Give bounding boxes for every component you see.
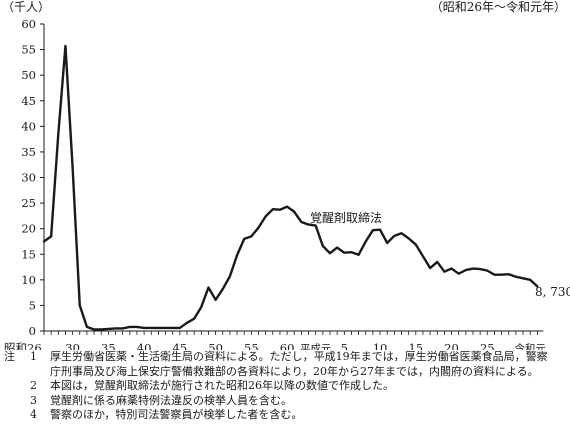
line-chart: （千人） （昭和26年～令和元年） 0510152025303540455055…	[2, 0, 570, 350]
note-head: 注	[4, 350, 15, 363]
y-tick-label: 10	[21, 273, 36, 287]
series-label: 覚醒剤取締法	[310, 210, 382, 225]
x-tick-label: 10	[373, 341, 388, 350]
note-number: 1	[30, 350, 37, 363]
x-tick-label: 45	[173, 341, 188, 350]
note-line: 4 警察のほか，特別司法警察員が検挙した者を含む。	[4, 408, 566, 423]
note-line: 3 覚醒剤に係る麻薬特例法違反の検挙人員を含む。	[4, 394, 566, 409]
series-line-stimulants	[42, 44, 539, 331]
x-tick-label: 35	[101, 341, 116, 350]
x-tick-label: 55	[244, 341, 259, 350]
note-text: 警察のほか，特別司法警察員が検挙した者を含む。	[50, 408, 303, 422]
notes: 注 1 厚生労働省医薬・生活衛生局の資料による。ただし，平成19年までは，厚生労働省…	[4, 350, 566, 423]
note-text: 厚生労働省医薬・生活衛生局の資料による。ただし，平成19年までは，厚生労働省医薬…	[50, 350, 548, 363]
note-text: 覚醒剤に係る麻薬特例法違反の検挙人員を含む。	[50, 393, 292, 407]
y-tick-label: 20	[21, 222, 36, 236]
y-tick-label: 30	[21, 171, 36, 185]
y-tick-label: 60	[21, 17, 36, 31]
y-tick-label: 55	[21, 43, 36, 57]
y-tick-label: 35	[21, 145, 36, 159]
note-line: 庁刑事局及び海上保安庁警備救難部の各資料により，20年から27年までは，内閣府の…	[4, 365, 566, 380]
x-axis-ticks: 昭和26 30 35 40 45 50 55 60 平成元 5 10 15 20 25 令和元	[4, 331, 546, 350]
x-tick-label: 50	[208, 341, 223, 350]
x-tick-label: 令和元	[514, 342, 546, 350]
x-tick-label: 40	[137, 341, 152, 350]
note-line: 注 1 厚生労働省医薬・生活衛生局の資料による。ただし，平成19年までは，厚生労働省…	[4, 350, 566, 365]
note-text: 庁刑事局及び海上保安庁警備救難部の各資料により，20年から27年までは，内閣府の…	[50, 364, 539, 378]
note-head	[4, 365, 30, 380]
period-label: （昭和26年～令和元年）	[431, 0, 566, 14]
note-number	[30, 365, 50, 380]
x-tick-label: 昭和26	[4, 341, 42, 350]
note-head	[4, 408, 30, 423]
y-tick-label: 15	[21, 247, 36, 261]
x-tick-label: 平成元	[300, 343, 332, 350]
axes	[43, 24, 544, 332]
note-line: 2 本図は，覚醒剤取締法が施行された昭和26年以降の数値で作成した。	[4, 379, 566, 394]
note-number: 4	[30, 408, 37, 422]
note-text: 本図は，覚醒剤取締法が施行された昭和26年以降の数値で作成した。	[50, 379, 394, 393]
note-number: 2	[30, 379, 37, 393]
y-axis-ticks: 0 5 10 15 20 25 30 35 40 45 50 55 60	[21, 17, 44, 338]
note-number: 3	[30, 393, 37, 407]
x-tick-label: 25	[480, 341, 495, 350]
x-tick-label: 20	[444, 341, 459, 350]
note-head	[4, 379, 30, 394]
y-tick-label: 40	[21, 119, 36, 133]
end-value-label: 8, 730	[535, 285, 570, 299]
y-tick-label: 0	[29, 324, 36, 338]
note-head	[4, 394, 30, 409]
y-tick-label: 25	[21, 196, 36, 210]
y-unit-label: （千人）	[2, 0, 50, 14]
y-tick-label: 5	[29, 298, 36, 312]
y-tick-label: 45	[21, 94, 36, 108]
x-tick-label: 60	[280, 341, 295, 350]
x-tick-label: 15	[408, 341, 423, 350]
y-tick-label: 50	[21, 68, 36, 82]
x-tick-label: 5	[341, 341, 348, 350]
x-tick-label: 30	[65, 341, 80, 350]
